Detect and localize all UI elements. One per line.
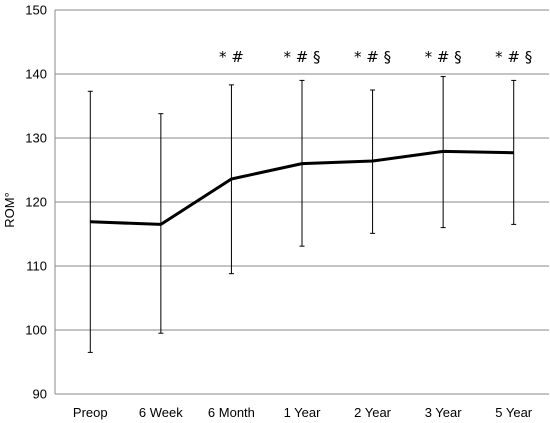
x-tick-label: 1 Year: [284, 405, 322, 420]
significance-marker: * # §: [425, 48, 462, 66]
y-tick-label: 140: [25, 67, 47, 82]
y-tick-label: 120: [25, 195, 47, 210]
y-axis-ticks: 90 100 110 120 130 140 150: [25, 3, 47, 402]
significance-marker: * # §: [495, 48, 532, 66]
x-tick-label: 6 Month: [208, 405, 255, 420]
error-bar: [511, 79, 517, 225]
y-tick-label: 100: [25, 323, 47, 338]
x-tick-label: 6 Week: [139, 405, 183, 420]
significance-marker: * #: [219, 48, 244, 66]
x-tick-label: Preop: [73, 405, 108, 420]
significance-annotations: * # * # § * # § * # § * # §: [219, 48, 532, 66]
significance-marker: * # §: [283, 48, 320, 66]
error-bar: [87, 90, 93, 353]
y-tick-label: 110: [26, 259, 47, 274]
y-tick-label: 150: [25, 3, 47, 18]
x-tick-label: 3 Year: [425, 405, 463, 420]
x-tick-label: 5 Year: [495, 405, 533, 420]
x-tick-label: 2 Year: [354, 405, 392, 420]
y-axis-label: ROM°: [2, 192, 17, 228]
y-tick-label: 90: [33, 387, 47, 402]
series-line: [90, 149, 514, 226]
x-axis-ticks: Preop 6 Week 6 Month 1 Year 2 Year 3 Year 5 Ye…: [73, 405, 533, 420]
y-tick-label: 130: [25, 131, 47, 146]
significance-marker: * # §: [354, 48, 391, 66]
error-bars: [87, 76, 517, 353]
